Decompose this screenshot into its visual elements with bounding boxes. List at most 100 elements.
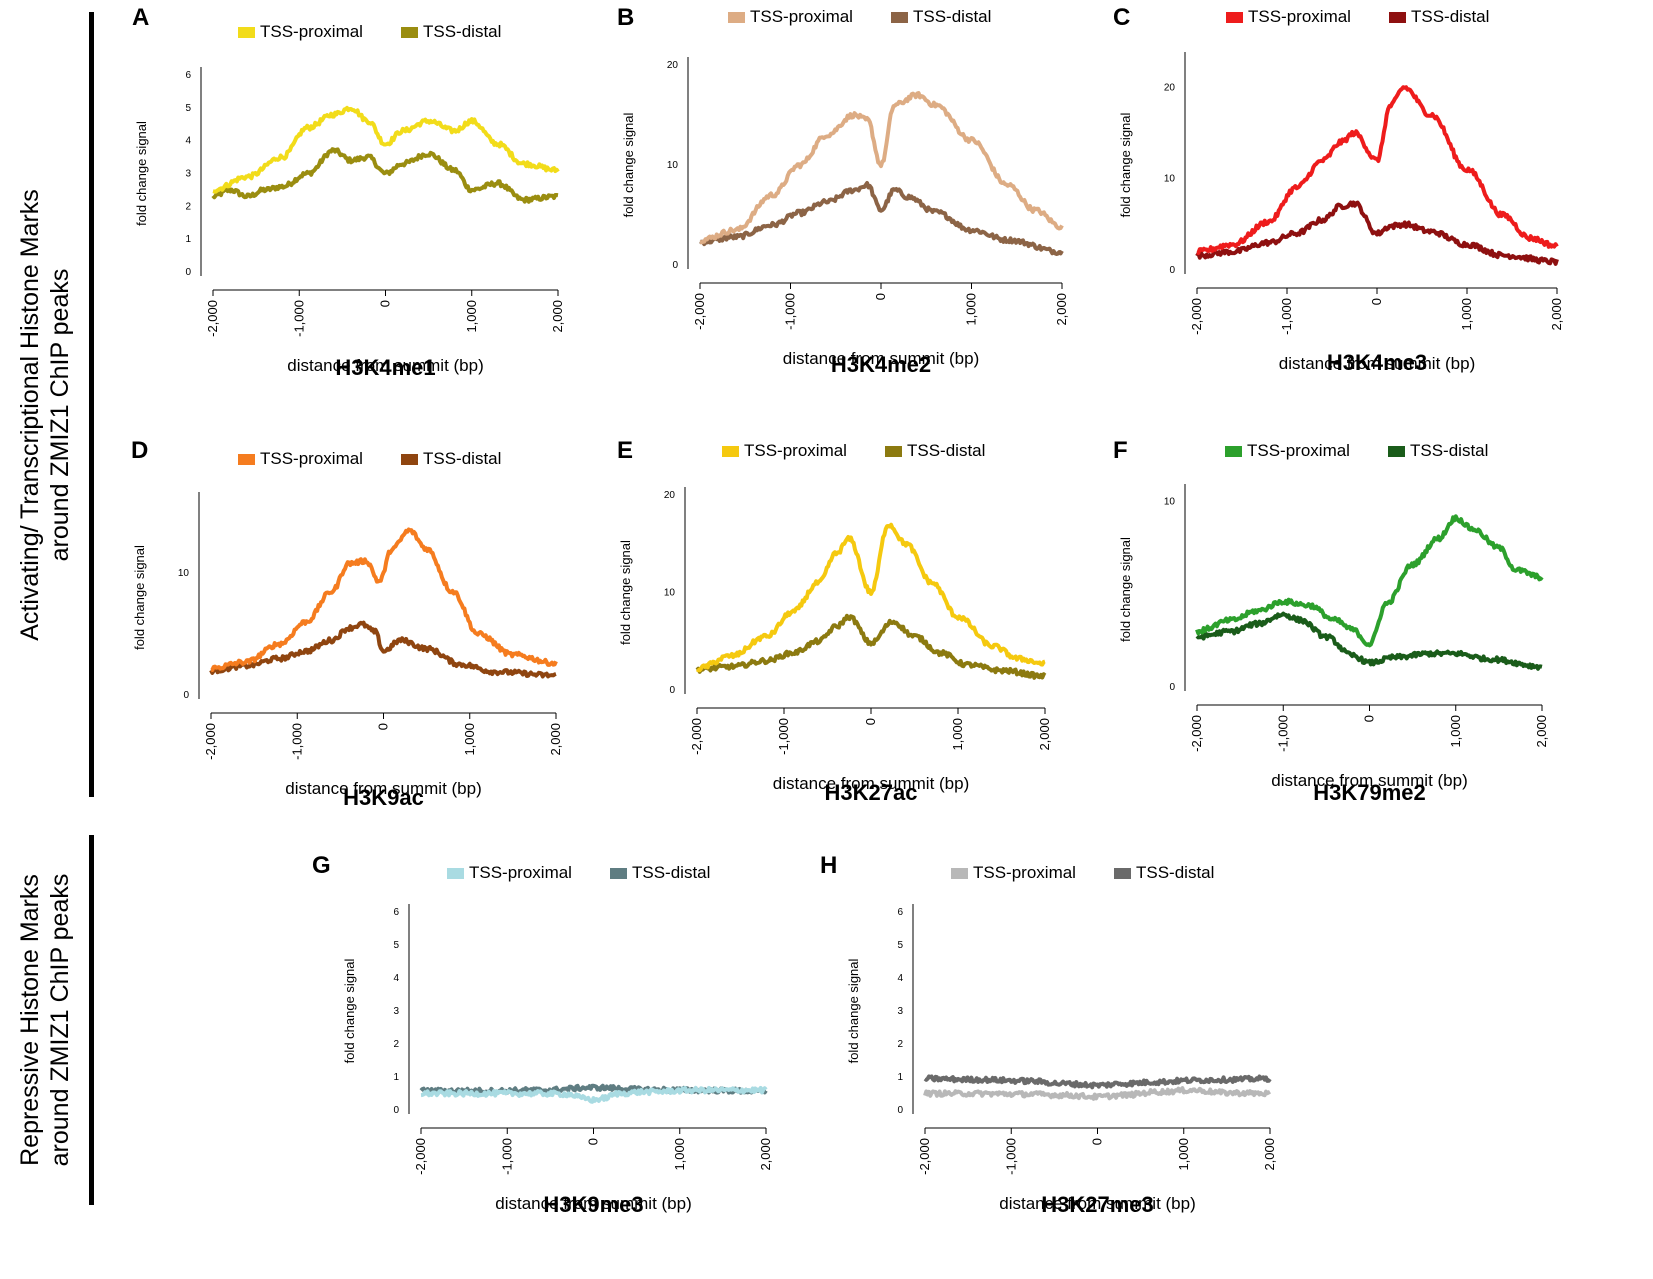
series-line-tss-proximal xyxy=(1196,85,1559,255)
y-tick-label: 4 xyxy=(897,973,903,984)
legend: TSS-proximal TSS-distal xyxy=(728,7,991,26)
x-tick-label: -2,000 xyxy=(692,293,707,330)
y-axis-label: fold change signal xyxy=(342,958,357,1063)
y-tick-label: 3 xyxy=(185,169,191,180)
y-tick-label: 0 xyxy=(669,685,675,696)
y-axis-label: fold change signal xyxy=(621,112,636,217)
x-tick-label: 1,000 xyxy=(1448,715,1463,748)
y-tick-label: 6 xyxy=(897,907,903,918)
x-tick-label: -1,000 xyxy=(1003,1138,1018,1175)
panel-letter: H xyxy=(820,852,837,879)
legend-swatch-distal xyxy=(1388,446,1405,457)
legend: TSS-proximal TSS-distal xyxy=(722,441,985,460)
y-tick-label: 0 xyxy=(897,1105,903,1116)
y-tick-label: 3 xyxy=(393,1006,399,1017)
legend-label-distal: TSS-distal xyxy=(1411,7,1489,26)
x-tick-label: 1,000 xyxy=(1176,1138,1191,1171)
x-tick-label: 1,000 xyxy=(964,293,979,326)
y-axis-label: fold change signal xyxy=(132,545,147,650)
y-tick-label: 10 xyxy=(1164,174,1176,185)
legend-label-proximal: TSS-proximal xyxy=(973,863,1076,882)
legend-swatch-distal xyxy=(885,446,902,457)
y-tick-label: 0 xyxy=(183,690,189,701)
legend-label-proximal: TSS-proximal xyxy=(1247,441,1350,460)
panel-letter: A xyxy=(132,4,149,31)
legend-label-distal: TSS-distal xyxy=(1136,863,1214,882)
series-line-tss-proximal xyxy=(212,105,560,194)
y-tick-label: 10 xyxy=(664,588,676,599)
legend-label-proximal: TSS-proximal xyxy=(469,863,572,882)
y-tick-label: 0 xyxy=(1169,265,1175,276)
legend-label-proximal: TSS-proximal xyxy=(260,22,363,41)
y-tick-label: 20 xyxy=(667,60,679,71)
x-tick-label: -2,000 xyxy=(413,1138,428,1175)
y-tick-label: 1 xyxy=(185,234,191,245)
x-tick-label: -1,000 xyxy=(783,293,798,330)
legend: TSS-proximal TSS-distal xyxy=(1225,441,1488,460)
x-tick-label: 2,000 xyxy=(1037,718,1052,751)
y-tick-label: 20 xyxy=(664,490,676,501)
y-tick-label: 1 xyxy=(897,1072,903,1083)
x-tick-label: 1,000 xyxy=(1459,298,1474,331)
x-tick-label: 2,000 xyxy=(758,1138,773,1171)
x-tick-label: -1,000 xyxy=(291,300,306,337)
y-tick-label: 5 xyxy=(393,940,399,951)
series-line-tss-distal xyxy=(695,613,1047,680)
panel-letter: F xyxy=(1113,437,1128,464)
y-axis-label: fold change signal xyxy=(618,540,633,645)
y-tick-label: 0 xyxy=(1169,682,1175,693)
x-tick-label: 2,000 xyxy=(550,300,565,333)
panel-letter: G xyxy=(312,852,331,879)
x-tick-label: 0 xyxy=(1369,298,1384,305)
y-tick-label: 0 xyxy=(393,1105,399,1116)
panel-letter: B xyxy=(617,4,634,31)
chart-title: H3K27me3 xyxy=(1041,1192,1154,1217)
y-tick-label: 6 xyxy=(185,70,191,81)
chart-panel-b: B 0 10 20 fold change signal -2,000 -1,000 0 1,0… xyxy=(617,4,1069,377)
chart-title: H3K4me1 xyxy=(335,355,435,380)
legend-swatch-distal xyxy=(401,454,418,465)
x-axis-label: distance from summit (bp) xyxy=(773,774,970,793)
series-line-tss-proximal xyxy=(695,522,1046,673)
x-tick-label: 0 xyxy=(378,300,393,307)
chart-panel-f: F 0 10 fold change signal -2,000 -1,000 0 1,000… xyxy=(1113,437,1549,805)
legend-label-proximal: TSS-proximal xyxy=(750,7,853,26)
x-tick-label: 2,000 xyxy=(548,723,563,756)
series-line-tss-proximal xyxy=(420,1085,768,1104)
x-tick-label: -1,000 xyxy=(776,718,791,755)
legend-swatch-distal xyxy=(401,27,418,38)
chart-title: H3K9ac xyxy=(343,785,424,810)
y-axis-label: fold change signal xyxy=(1118,112,1133,217)
x-axis-label: distance from summit (bp) xyxy=(1279,354,1476,373)
legend-label-distal: TSS-distal xyxy=(423,22,501,41)
series-line-tss-proximal xyxy=(923,1086,1272,1101)
x-axis-label: distance from summit (bp) xyxy=(495,1194,692,1213)
series-line-tss-distal xyxy=(209,620,557,679)
y-tick-label: 0 xyxy=(185,267,191,278)
y-tick-label: 10 xyxy=(1164,496,1176,507)
x-tick-label: -2,000 xyxy=(917,1138,932,1175)
chart-title: H3K4me3 xyxy=(1327,350,1427,375)
chart-panel-c: C 0 10 20 fold change signal -2,000 -1,000 0 1,0… xyxy=(1113,4,1564,375)
series-line-tss-distal xyxy=(1195,200,1559,266)
x-tick-label: -1,000 xyxy=(1275,715,1290,752)
x-tick-label: 0 xyxy=(863,718,878,725)
x-tick-label: -2,000 xyxy=(203,723,218,760)
x-tick-label: 0 xyxy=(376,723,391,730)
y-tick-label: 6 xyxy=(393,907,399,918)
y-tick-label: 10 xyxy=(178,568,190,579)
x-tick-label: 1,000 xyxy=(462,723,477,756)
chart-title: H3K79me2 xyxy=(1313,780,1426,805)
series-line-tss-distal xyxy=(1195,611,1543,671)
x-axis-label: distance from summit (bp) xyxy=(783,349,980,368)
x-tick-label: 1,000 xyxy=(464,300,479,333)
panel-letter: C xyxy=(1113,4,1130,31)
panel-letter: E xyxy=(617,437,633,464)
x-tick-label: 1,000 xyxy=(672,1138,687,1171)
x-tick-label: 2,000 xyxy=(1054,293,1069,326)
y-tick-label: 2 xyxy=(393,1039,399,1050)
x-tick-label: 2,000 xyxy=(1534,715,1549,748)
y-tick-label: 2 xyxy=(185,201,191,212)
y-tick-label: 0 xyxy=(672,260,678,271)
chart-panel-e: E 0 10 20 fold change signal -2,000 -1,000 0 1,0… xyxy=(617,437,1052,805)
